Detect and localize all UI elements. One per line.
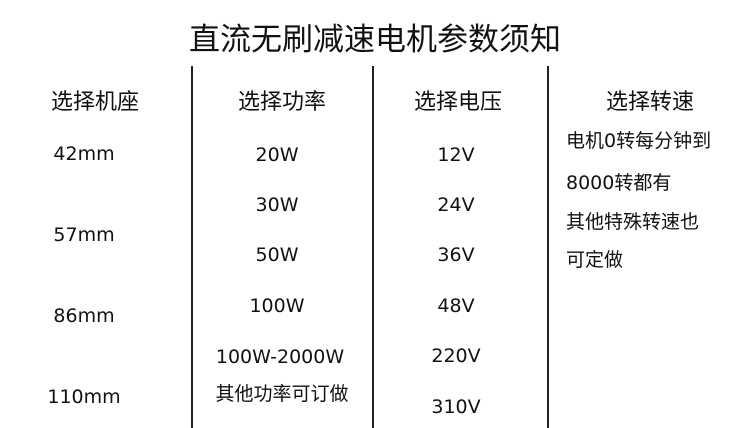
header-frame-size: 选择机座 (50, 90, 140, 115)
column-divider (191, 66, 193, 428)
page-title: 直流无刷减速电机参数须知 (189, 22, 561, 58)
header-voltage: 选择电压 (413, 90, 503, 115)
speed-note-line: 其他特殊转速也 (566, 211, 700, 233)
power-value: 其他功率可订做 (215, 383, 349, 405)
frame-size-value: 42mm (53, 143, 115, 165)
voltage-value: 24V (437, 194, 475, 216)
power-value: 50W (255, 244, 299, 266)
speed-note-line: 电机0转每分钟到 (566, 130, 712, 152)
frame-size-value: 110mm (47, 386, 121, 408)
power-value: 30W (255, 194, 299, 216)
speed-note-line: 可定做 (566, 249, 624, 271)
column-divider (547, 66, 549, 428)
voltage-value: 310V (431, 396, 481, 418)
frame-size-value: 86mm (53, 305, 115, 327)
voltage-value: 12V (437, 144, 475, 166)
speed-note-line: 8000转都有 (566, 172, 672, 194)
voltage-value: 48V (437, 295, 475, 317)
power-value: 100W-2000W (215, 346, 345, 368)
power-value: 20W (255, 144, 299, 166)
frame-size-value: 57mm (53, 224, 115, 246)
column-divider (372, 66, 374, 428)
header-speed: 选择转速 (605, 90, 695, 115)
power-value: 100W (249, 295, 305, 317)
voltage-value: 36V (437, 244, 475, 266)
voltage-value: 220V (431, 345, 481, 367)
header-power: 选择功率 (237, 90, 327, 115)
